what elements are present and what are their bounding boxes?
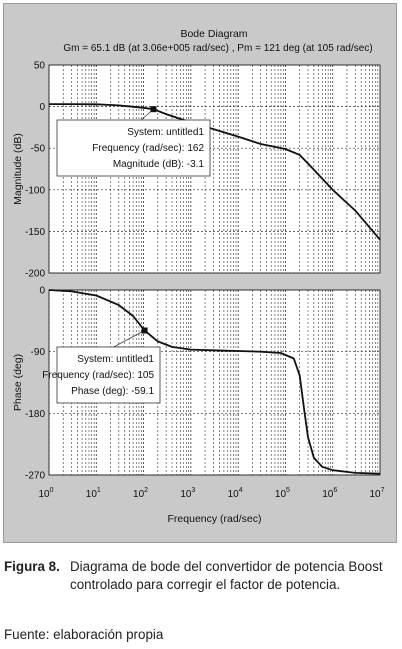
y-tick-label: -150 [25,227,45,238]
x-tick-label: 104 [228,487,243,500]
x-tick-label: 103 [180,487,195,500]
y-tick-label: -50 [31,144,46,155]
datatip-frequency: Frequency (rad/sec): 162 [92,143,204,154]
y-tick-label: -270 [25,471,45,482]
y-tick-label: 50 [34,61,46,72]
magnitude-panel: 50 0 -50 -100 -150 -200 Magnitude (dB) System: … [12,61,381,280]
chart-title: Bode Diagram [180,28,247,40]
x-tick-label: 102 [133,487,148,500]
y-tick-label: -100 [25,185,45,196]
datatip-box [56,346,161,404]
phase-axes-frame [48,289,381,476]
magnitude-series-line [49,103,381,241]
x-axis-label: Frequency (rad/sec) [168,513,262,525]
x-tick-label: 101 [86,487,101,500]
bode-figure: Bode Diagram Gm = 65.1 dB (at 3.06e+005 … [3,3,397,543]
y-tick-label: -180 [25,409,45,420]
x-tick-label: 100 [38,487,53,500]
source-note: Fuente: elaboración propia [4,627,164,642]
caption-text: Diagrama de bode del convertidor de pote… [70,559,383,592]
datatip-box [56,119,211,177]
x-tick-label: 106 [322,487,337,500]
x-tick-label: 107 [369,487,384,500]
magnitude-datatip-marker [150,106,157,113]
x-tick-label: 105 [275,487,290,500]
datatip-value: Magnitude (dB): -3.1 [113,159,205,170]
datatip-system: System: untitled1 [77,354,154,365]
phase-series-line [48,289,381,475]
magnitude-axes-frame [48,64,381,274]
caption-label: Figura 8. [4,559,60,574]
y-tick-label: -90 [31,347,46,358]
phase-datatip-marker [141,327,148,334]
datatip-leader [113,330,145,348]
phase-y-axis-label: Phase (deg) [12,354,24,411]
y-tick-label: 0 [39,102,45,113]
datatip-frequency: Frequency (rad/sec): 105 [42,370,154,381]
magnitude-y-axis-label: Magnitude (dB) [12,133,24,205]
phase-panel: 0 -90 -180 -270 Phase (deg) System: untitled1… [12,286,385,526]
y-tick-label: -200 [25,269,45,280]
y-tick-label: 0 [39,286,45,297]
datatip-value: Phase (deg): -59.1 [71,386,154,397]
datatip-system: System: untitled1 [127,127,204,138]
chart-subtitle: Gm = 65.1 dB (at 3.06e+005 rad/sec) , Pm… [63,43,372,54]
bode-diagram-svg: Bode Diagram Gm = 65.1 dB (at 3.06e+005 … [12,28,385,526]
